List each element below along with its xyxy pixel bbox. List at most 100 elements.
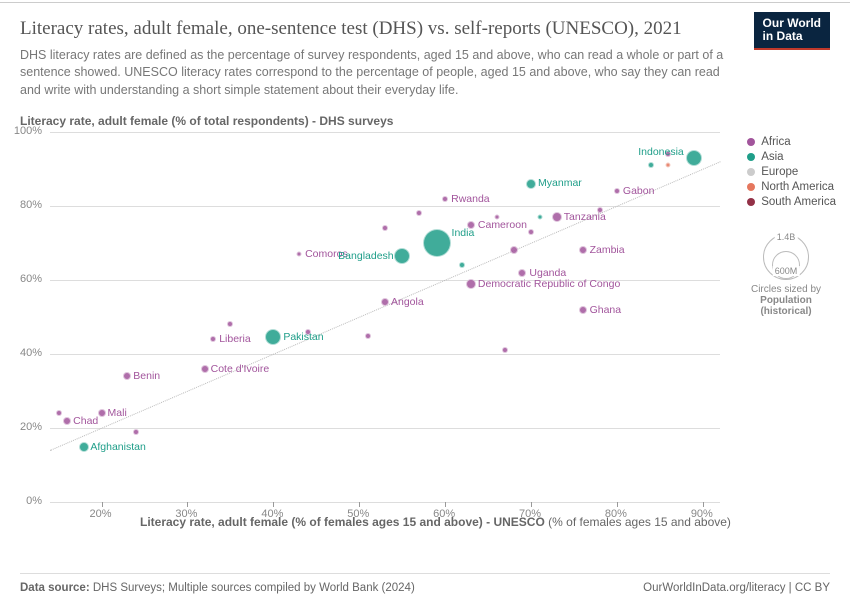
owid-logo[interactable]: Our World in Data (754, 12, 830, 50)
data-point[interactable] (466, 279, 476, 289)
data-point[interactable] (201, 365, 209, 373)
data-point[interactable] (467, 221, 475, 229)
size-circle-outer: 1.4B 600M (763, 234, 809, 280)
data-point[interactable] (597, 207, 603, 213)
data-point[interactable] (56, 410, 62, 416)
legend-swatch (747, 198, 755, 206)
size-caption-1: Circles sized by (736, 284, 836, 295)
data-point[interactable] (394, 248, 410, 264)
x-tick (531, 502, 532, 507)
data-point[interactable] (459, 262, 465, 268)
x-tick (187, 502, 188, 507)
data-point[interactable] (537, 215, 542, 220)
data-point[interactable] (305, 329, 311, 335)
data-point-label: Afghanistan (90, 441, 145, 453)
legend-swatch (747, 183, 755, 191)
y-tick-label: 60% (20, 273, 42, 285)
data-point[interactable] (98, 409, 106, 417)
data-point[interactable] (79, 442, 89, 452)
size-circle-inner: 600M (772, 251, 800, 279)
legend-item-europe[interactable]: Europe (747, 166, 836, 178)
data-point[interactable] (494, 215, 499, 220)
data-point-label: Ghana (590, 304, 622, 316)
y-axis-title: Literacy rate, adult female (% of total … (20, 114, 393, 128)
gridline-y (50, 132, 720, 133)
x-axis-title-rest: (% of females ages 15 and above) (545, 515, 731, 529)
x-tick (703, 502, 704, 507)
data-point-label: Indonesia (638, 146, 684, 158)
x-tick (617, 502, 618, 507)
y-tick-label: 0% (26, 495, 42, 507)
data-point[interactable] (133, 429, 139, 435)
footer-attribution: OurWorldInData.org/literacy | CC BY (643, 582, 830, 594)
legend-swatch (747, 153, 755, 161)
legend-item-asia[interactable]: Asia (747, 151, 836, 163)
data-point[interactable] (579, 246, 587, 254)
size-label-max: 1.4B (775, 232, 798, 242)
data-point[interactable] (423, 229, 451, 257)
x-tick-label: 20% (90, 508, 112, 520)
data-point[interactable] (442, 196, 448, 202)
footer-source-label: Data source: (20, 582, 90, 594)
scatter-plot: 0%20%40%60%80%100%20%30%40%50%60%70%80%9… (50, 132, 720, 502)
data-point[interactable] (510, 246, 518, 254)
data-point-label: Bangladesh (338, 250, 393, 262)
data-point[interactable] (63, 417, 71, 425)
data-point[interactable] (365, 333, 371, 339)
data-point-label: Tanzania (564, 211, 606, 223)
data-point[interactable] (579, 306, 587, 314)
data-point-label: Rwanda (451, 193, 490, 205)
region-legend: Africa Asia Europe North America South Ameri… (747, 136, 836, 211)
gridline-y (50, 428, 720, 429)
x-axis-title-bold: Literacy rate, adult female (% of female… (140, 515, 545, 529)
legend-item-africa[interactable]: Africa (747, 136, 836, 148)
chart-header: Literacy rates, adult female, one-senten… (0, 2, 850, 99)
gridline-y (50, 502, 720, 503)
legend-label: Europe (761, 166, 798, 178)
data-point[interactable] (123, 372, 131, 380)
data-point-label: Benin (133, 370, 160, 382)
data-point[interactable] (552, 212, 562, 222)
legend-label: Africa (761, 136, 790, 148)
data-point-label: Angola (391, 296, 424, 308)
legend-label: South America (761, 196, 836, 208)
data-point-label: Uganda (529, 267, 566, 279)
data-point[interactable] (518, 269, 526, 277)
size-legend: 1.4B 600M Circles sized by Population (h… (736, 234, 836, 317)
data-point-label: Liberia (219, 333, 251, 345)
data-point-label: Mali (108, 407, 127, 419)
legend-item-south-america[interactable]: South America (747, 196, 836, 208)
data-point[interactable] (382, 225, 388, 231)
data-point[interactable] (648, 162, 654, 168)
data-point[interactable] (381, 298, 389, 306)
data-point[interactable] (526, 179, 536, 189)
x-tick (359, 502, 360, 507)
data-point[interactable] (297, 252, 302, 257)
data-point[interactable] (614, 188, 620, 194)
data-point[interactable] (666, 163, 671, 168)
gridline-y (50, 354, 720, 355)
data-point[interactable] (265, 329, 281, 345)
data-point-label: Democratic Republic of Congo (478, 278, 620, 290)
y-tick-label: 80% (20, 199, 42, 211)
data-point[interactable] (210, 336, 216, 342)
chart-title: Literacy rates, adult female, one-senten… (20, 17, 720, 41)
chart-footer: Data source: DHS Surveys; Multiple sourc… (20, 573, 830, 594)
data-point[interactable] (502, 347, 508, 353)
legend-item-north-america[interactable]: North America (747, 181, 836, 193)
data-point[interactable] (416, 210, 422, 216)
x-axis-title: Literacy rate, adult female (% of female… (140, 515, 731, 529)
data-point[interactable] (528, 229, 534, 235)
data-point-label: Myanmar (538, 177, 582, 189)
x-tick (445, 502, 446, 507)
data-point[interactable] (227, 321, 233, 327)
legend-swatch (747, 168, 755, 176)
size-label-mid: 600M (773, 266, 800, 276)
data-point-label: India (452, 227, 475, 239)
data-point-label: Cameroon (478, 219, 527, 231)
size-caption-2: Population (historical) (736, 295, 836, 317)
data-point-label: Zambia (590, 244, 625, 256)
data-point[interactable] (686, 150, 702, 166)
footer-source-text: DHS Surveys; Multiple sources compiled b… (90, 582, 415, 594)
data-point-label: Gabon (623, 185, 655, 197)
